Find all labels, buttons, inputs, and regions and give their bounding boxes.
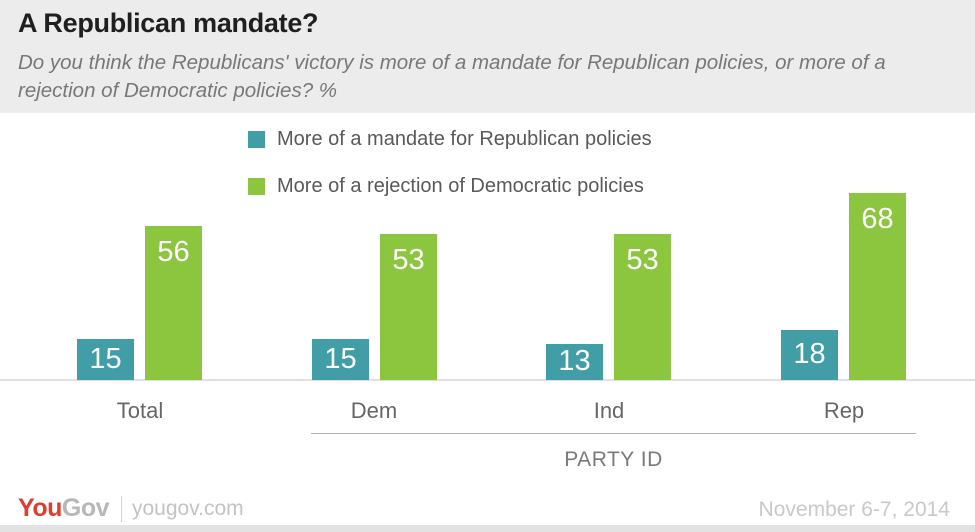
- header: A Republican mandate? Do you think the R…: [0, 0, 975, 113]
- legend-item-mandate: More of a mandate for Republican policie…: [248, 127, 652, 150]
- legend-label-mandate: More of a mandate for Republican policie…: [277, 127, 652, 150]
- logo-gov-text: Gov: [61, 494, 110, 522]
- bar-value-label: 18: [793, 338, 826, 370]
- legend-swatch-green-icon: [248, 177, 265, 195]
- legend-swatch-teal-icon: [248, 130, 265, 148]
- yougov-logo: You Gov yougov.com: [18, 494, 244, 523]
- bar-value-label: 13: [558, 345, 591, 377]
- bar-value-label: 15: [89, 342, 122, 375]
- bar-rep-series1: 18: [781, 330, 838, 380]
- category-label-rep: Rep: [823, 398, 865, 423]
- chart-legend: More of a mandate for Republican policie…: [248, 127, 652, 223]
- category-label-total: Total: [116, 398, 164, 423]
- chart-subtitle-question: Do you think the Republicans' victory is…: [18, 51, 886, 102]
- logo-site-url: yougov.com: [132, 496, 244, 520]
- party-id-axis-label: PARTY ID: [564, 448, 663, 471]
- survey-date: November 6-7, 2014: [758, 498, 950, 521]
- bar-ind-series2: 53: [614, 234, 671, 380]
- logo-divider: [121, 495, 122, 522]
- bar-dem-series1: 15: [312, 339, 369, 380]
- bar-value-label: 53: [392, 244, 425, 276]
- page-title: A Republican mandate?: [18, 8, 319, 38]
- bar-ind-series1: 13: [546, 344, 603, 380]
- bar-value-label: 15: [324, 342, 357, 375]
- category-label-dem: Dem: [350, 398, 398, 423]
- bar-dem-series2: 53: [380, 234, 437, 380]
- x-axis-baseline: [0, 379, 975, 381]
- category-label-ind: Ind: [593, 398, 625, 423]
- legend-label-rejection: More of a rejection of Democratic polici…: [277, 174, 644, 197]
- bar-rep-series2: 68: [849, 193, 906, 380]
- legend-item-rejection: More of a rejection of Democratic polici…: [248, 174, 652, 197]
- bar-value-label: 56: [157, 236, 190, 268]
- bar-total-series1: 15: [77, 339, 134, 380]
- bottom-border-strip: [0, 525, 975, 532]
- bar-total-series2: 56: [145, 226, 202, 380]
- party-id-axis-line: [311, 433, 916, 434]
- bar-value-label: 68: [861, 203, 894, 235]
- bar-value-label: 53: [626, 244, 659, 276]
- logo-you-text: You: [18, 494, 62, 522]
